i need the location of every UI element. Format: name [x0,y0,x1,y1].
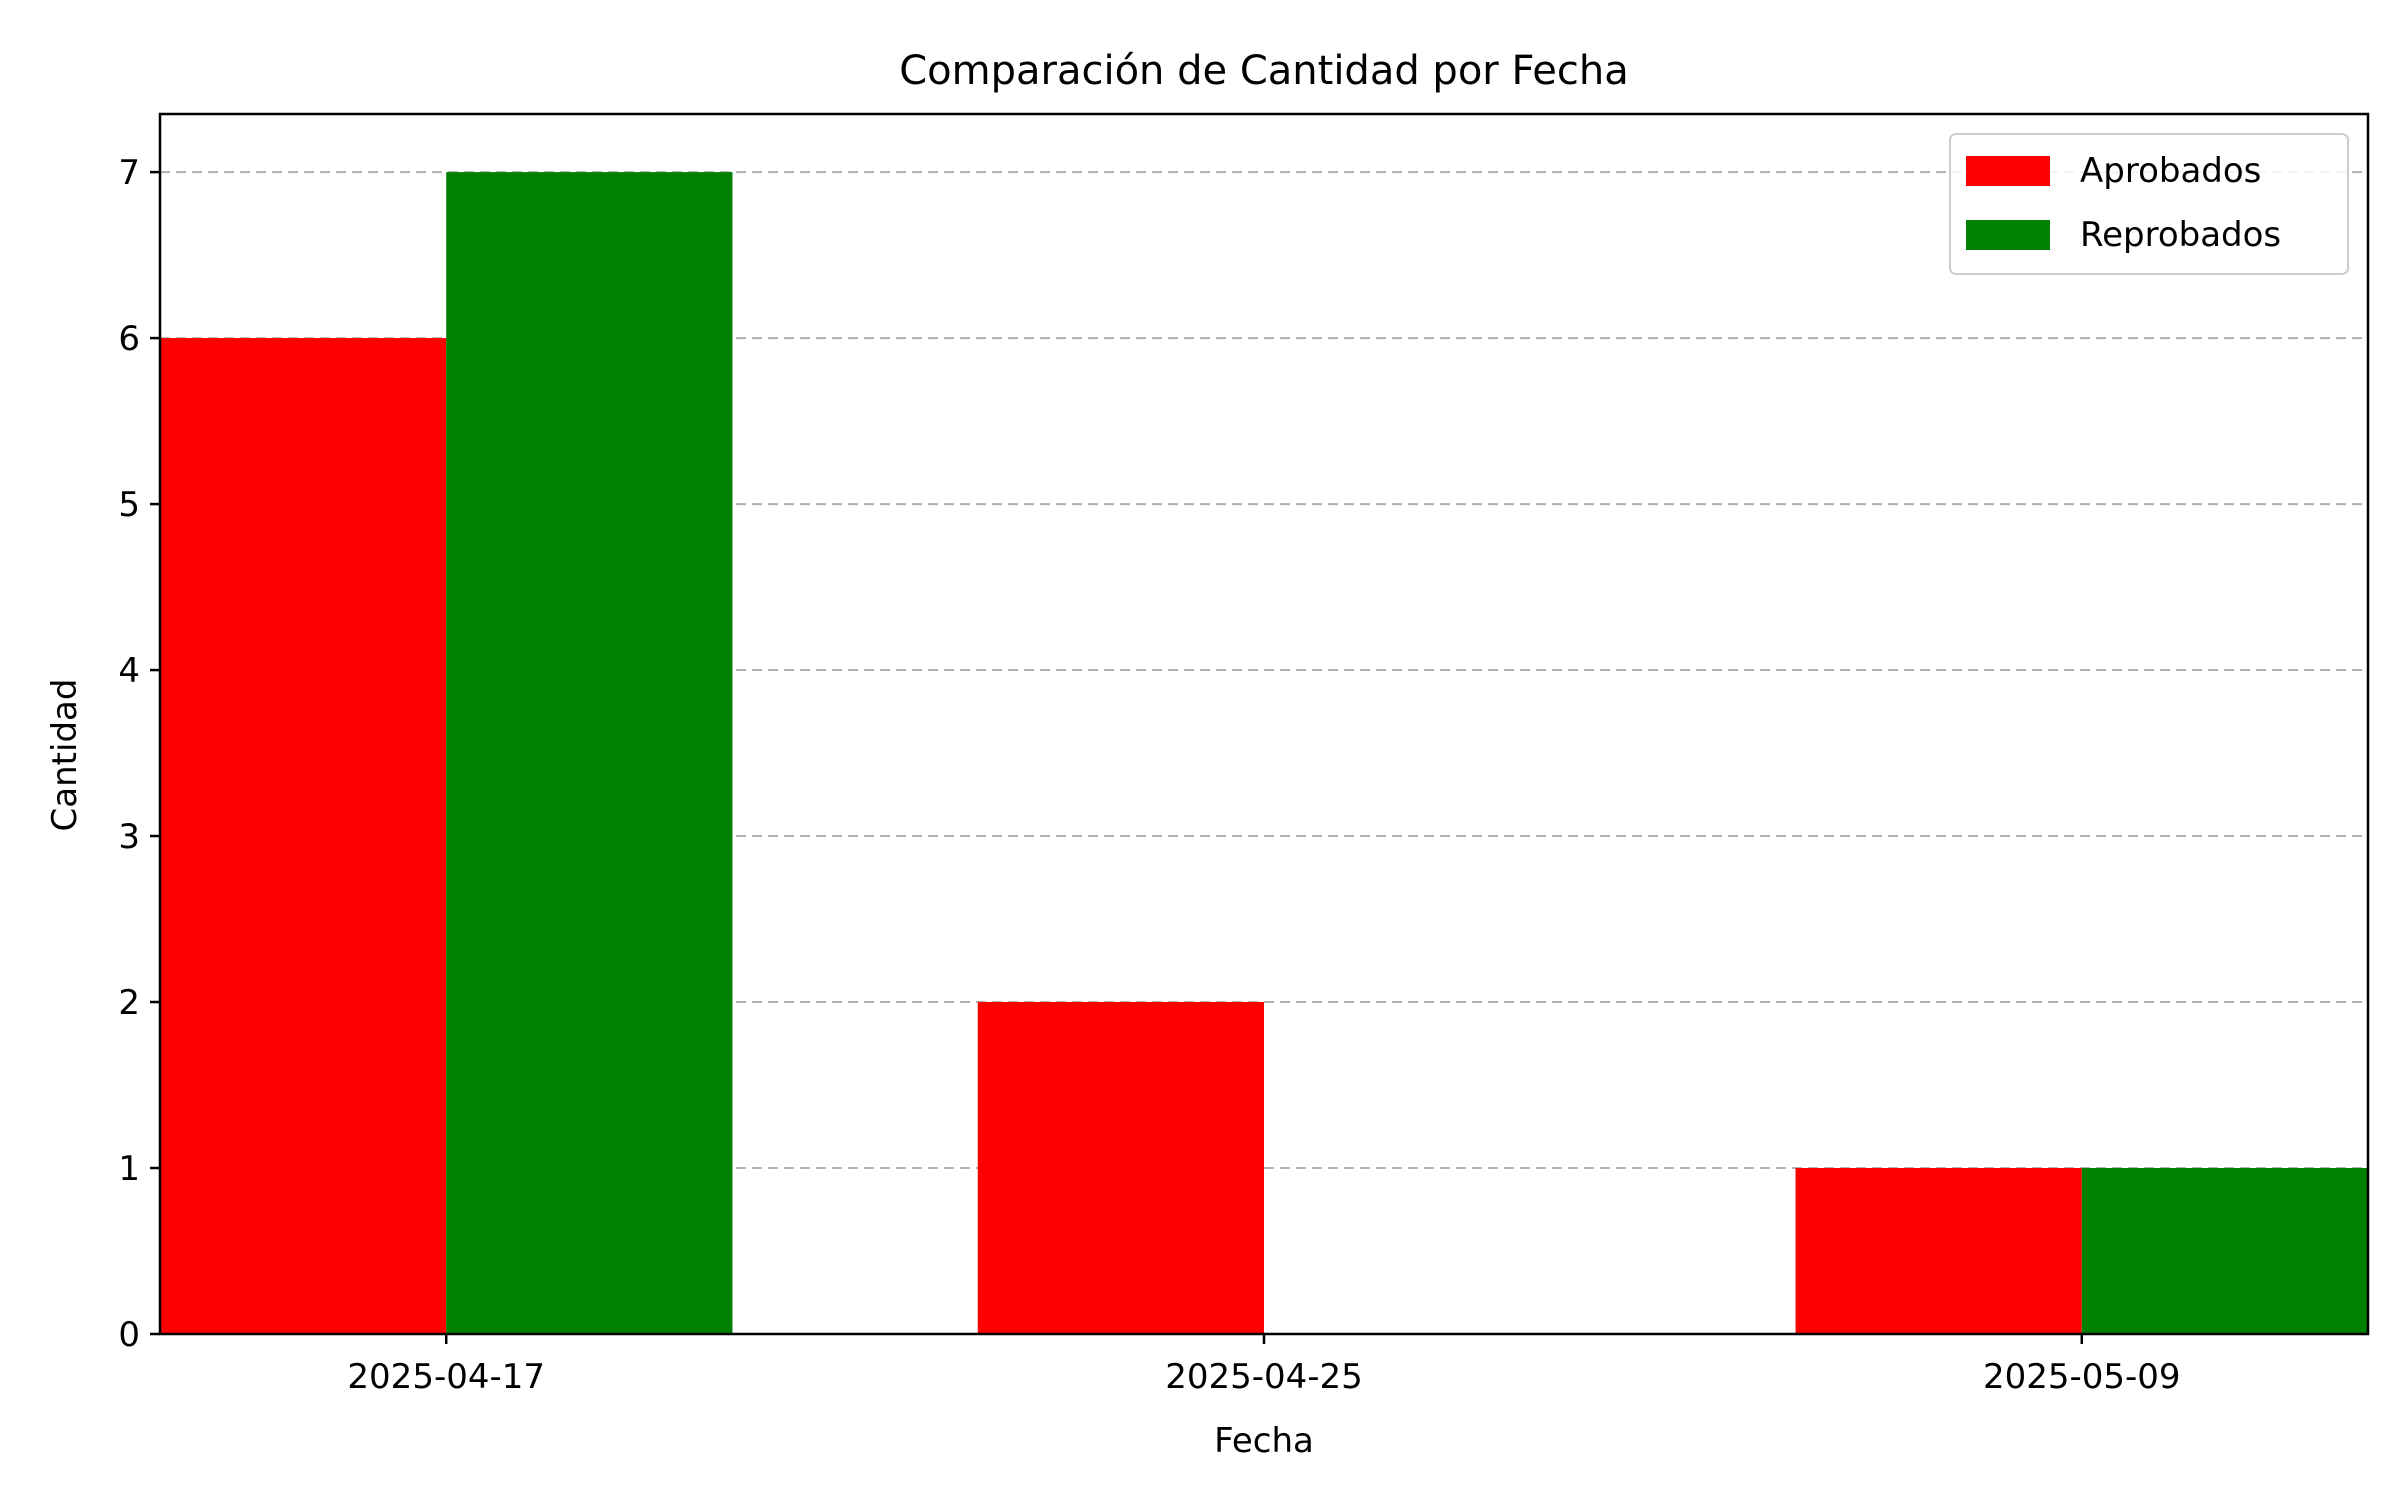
bar-aprobados-2025-05-09 [1795,1168,2082,1334]
x-axis-label: Fecha [1214,1421,1314,1461]
bar-aprobados-2025-04-17 [160,338,447,1334]
y-tick-label: 7 [118,153,140,193]
y-tick-label: 3 [118,817,140,857]
bar-aprobados-2025-04-25 [977,1002,1264,1334]
y-tick-label: 4 [118,651,140,691]
bar-reprobados-2025-05-09 [2081,1168,2368,1334]
legend-label-reprobados: Reprobados [2080,215,2281,255]
chart-title: Comparación de Cantidad por Fecha [899,48,1629,94]
bars [160,172,2368,1335]
legend-swatch-aprobados [1966,156,2050,186]
x-tick-label: 2025-05-09 [1983,1357,2181,1397]
plot-frame [158,112,2370,1336]
legend-label-aprobados: Aprobados [2080,151,2261,191]
y-tick-label: 2 [118,983,140,1023]
legend-swatch-reprobados [1966,220,2050,250]
y-tick-label: 5 [118,485,140,525]
y-tick-label: 0 [118,1315,140,1355]
y-tick-label: 6 [118,319,140,359]
y-axis-label: Cantidad [45,679,85,832]
y-tick-label: 1 [118,1149,140,1189]
legend: Aprobados Reprobados [1949,133,2349,275]
axes: 0 1 2 3 4 5 6 7 2025-04-17 2025-04-25 2025-05-09 [118,112,2370,1397]
bar-reprobados-2025-04-17 [446,172,733,1335]
x-tick-label: 2025-04-25 [1165,1357,1363,1397]
x-tick-label: 2025-04-17 [347,1357,545,1397]
